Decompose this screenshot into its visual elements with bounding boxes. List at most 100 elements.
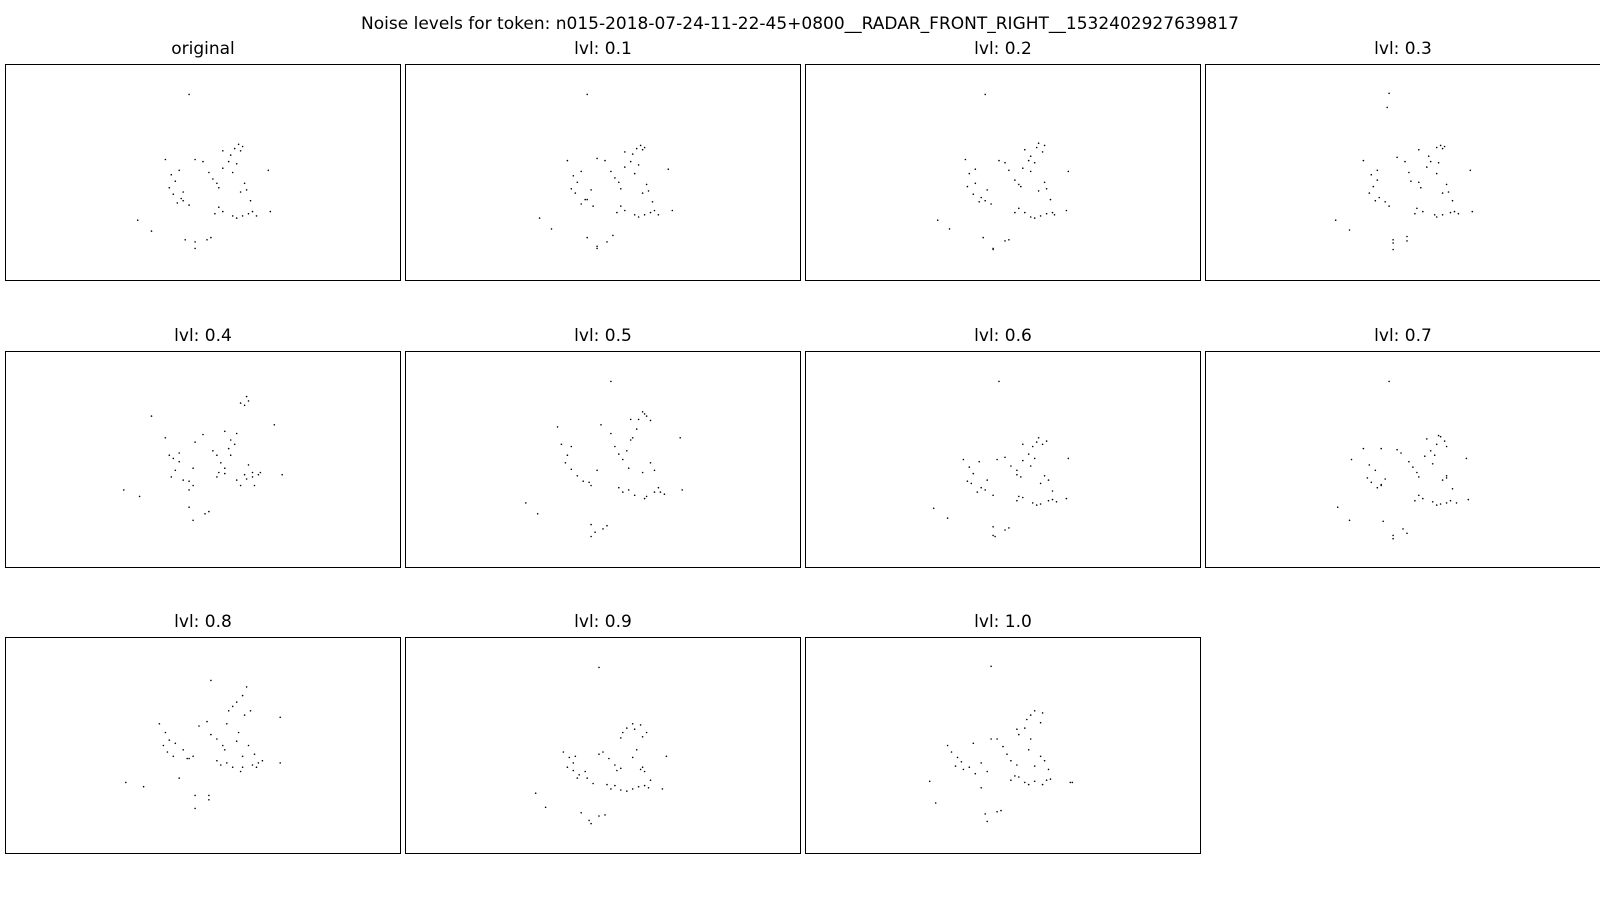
data-point: [590, 189, 592, 191]
data-point: [633, 494, 636, 497]
data-point: [635, 428, 638, 430]
data-point: [239, 484, 242, 487]
data-point: [237, 731, 240, 734]
data-point: [1400, 452, 1402, 454]
data-point: [968, 466, 971, 468]
data-point: [162, 744, 165, 747]
data-point: [1441, 479, 1444, 481]
data-point: [604, 814, 606, 816]
data-point: [251, 471, 254, 474]
data-point: [226, 762, 228, 764]
data-point: [986, 189, 988, 191]
data-point: [1008, 239, 1010, 241]
data-point: [222, 210, 224, 213]
data-point: [651, 201, 654, 203]
data-point: [570, 468, 573, 471]
scatter-plot: [932, 380, 1070, 538]
data-point: [1441, 147, 1444, 150]
data-point: [243, 404, 246, 407]
data-point: [637, 785, 640, 788]
data-point: [237, 143, 240, 146]
data-point: [584, 198, 586, 201]
data-point: [982, 236, 984, 239]
scatter-plot: [123, 395, 284, 522]
data-point: [1053, 214, 1056, 216]
data-point: [1388, 380, 1390, 383]
data-point: [1414, 212, 1416, 215]
data-point: [653, 491, 656, 493]
data-point: [192, 755, 194, 758]
data-point: [614, 764, 616, 766]
data-point: [1334, 219, 1337, 221]
subplot-lvl-0-6: lvl: 0.6: [805, 326, 1201, 568]
data-point: [598, 666, 600, 669]
data-point: [269, 210, 272, 213]
data-point: [224, 467, 226, 469]
data-point: [1029, 216, 1032, 218]
data-point: [643, 413, 646, 415]
data-point: [123, 489, 125, 491]
data-point: [637, 216, 640, 218]
data-point: [1029, 155, 1032, 157]
data-point: [596, 245, 598, 248]
data-point: [138, 495, 141, 498]
data-point: [1447, 191, 1450, 193]
subplot-lvl-0-4: lvl: 0.4: [5, 326, 401, 568]
data-point: [972, 193, 975, 195]
data-point: [984, 93, 986, 96]
data-point: [566, 159, 569, 162]
data-point: [980, 762, 982, 764]
data-point: [627, 489, 630, 491]
data-point: [992, 247, 994, 250]
plot-area: [5, 64, 401, 281]
subplot-title: lvl: 0.6: [974, 326, 1032, 346]
data-point: [1429, 160, 1432, 163]
data-point: [1406, 240, 1408, 242]
data-point: [251, 764, 254, 766]
data-point: [206, 720, 208, 723]
data-point: [639, 768, 642, 771]
data-point: [946, 517, 949, 519]
data-point: [1049, 778, 1052, 780]
data-point: [954, 765, 957, 767]
data-point: [1465, 457, 1468, 460]
data-point: [1026, 718, 1028, 721]
data-point: [1433, 454, 1436, 456]
data-point: [255, 215, 258, 217]
data-point: [641, 148, 644, 151]
data-point: [212, 178, 214, 180]
data-point: [1037, 437, 1040, 439]
data-point: [536, 513, 539, 515]
data-point: [990, 665, 992, 668]
data-point: [620, 767, 622, 770]
data-point: [1374, 469, 1377, 472]
data-point: [1004, 529, 1006, 531]
data-point: [1043, 144, 1046, 147]
data-point: [226, 723, 228, 725]
subplot-lvl-0-3: lvl: 0.3: [1205, 39, 1600, 281]
plot-area: [1205, 64, 1600, 281]
data-point: [1014, 211, 1016, 214]
data-point: [966, 480, 969, 482]
data-point: [616, 211, 618, 214]
data-point: [220, 462, 222, 464]
data-point: [186, 757, 188, 760]
data-point: [1429, 450, 1432, 452]
data-point: [574, 755, 577, 758]
data-point: [525, 502, 527, 504]
data-point: [241, 755, 244, 758]
data-point: [1368, 192, 1371, 194]
data-point: [1439, 503, 1442, 505]
data-point: [1033, 780, 1036, 783]
data-point: [614, 445, 616, 448]
data-point: [1441, 192, 1444, 194]
data-point: [1449, 211, 1452, 214]
data-point: [247, 744, 250, 747]
data-point: [216, 738, 218, 740]
data-point: [235, 479, 238, 481]
data-point: [235, 163, 238, 165]
data-point: [667, 168, 670, 170]
data-point: [1451, 199, 1454, 202]
data-point: [182, 749, 184, 751]
data-point: [996, 738, 998, 740]
